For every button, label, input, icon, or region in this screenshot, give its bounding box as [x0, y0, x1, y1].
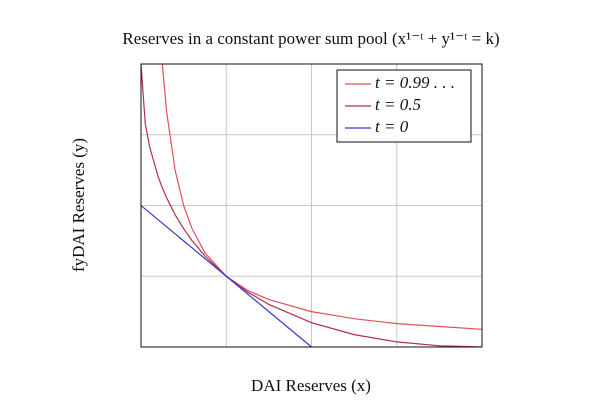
y-axis-label: fyDAI Reserves (y)	[69, 138, 88, 272]
chart-title: Reserves in a constant power sum pool (x…	[122, 29, 499, 48]
legend-label: t = 0	[375, 117, 409, 136]
legend-label: t = 0.99 . . .	[375, 73, 455, 92]
x-axis-label: DAI Reserves (x)	[251, 376, 371, 395]
series-line	[141, 205, 312, 347]
series-line	[161, 64, 482, 330]
plot-frame	[140, 63, 483, 348]
legend-label: t = 0.5	[375, 95, 421, 114]
series-line	[141, 64, 482, 347]
